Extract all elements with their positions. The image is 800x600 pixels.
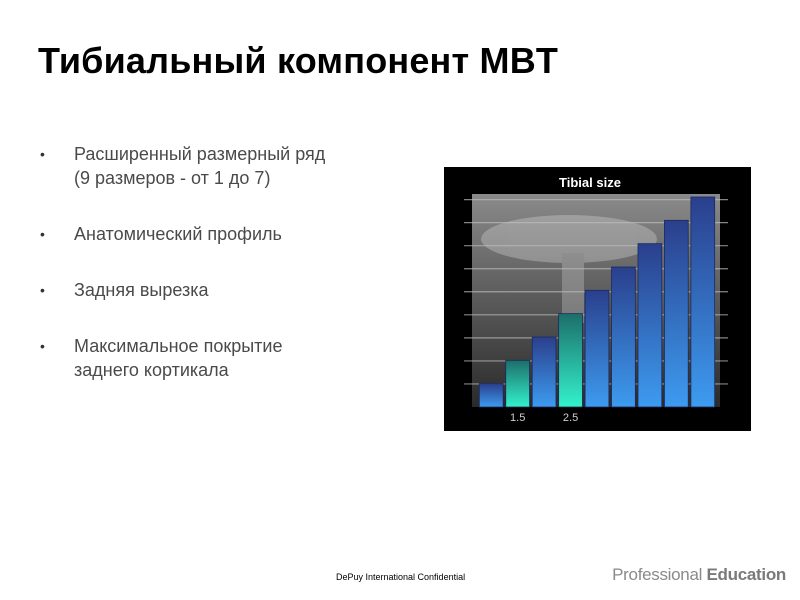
bar-5: [637, 243, 663, 408]
chart-title: Tibial size: [559, 175, 621, 190]
bar-4: [611, 266, 636, 408]
brand-light: Professional: [612, 565, 707, 584]
bullet-text-line: Максимальное покрытие: [74, 336, 283, 356]
x-tick-labels: 1.5 2.5: [510, 412, 578, 424]
bar-1: [478, 383, 504, 408]
bullet-item: • Задняя вырезка: [40, 278, 400, 302]
bullet-dot-icon: •: [40, 226, 45, 242]
bullet-item: • Максимальное покрытие заднего кортикал…: [40, 334, 400, 382]
slide-title: Тибиальный компонент MBT: [38, 40, 559, 81]
bullet-item: • Анатомический профиль: [40, 222, 400, 246]
bullet-item: • Расширенный размерный ряд (9 размеров …: [40, 142, 400, 190]
bullet-text-line: (9 размеров - от 1 до 7): [74, 168, 271, 188]
bullet-dot-icon: •: [40, 338, 45, 354]
bullet-dot-icon: •: [40, 146, 45, 162]
brand-logo: Professional Education: [612, 565, 786, 585]
tibial-size-chart: 1.5 2.5 Tibial size: [444, 167, 751, 431]
bullet-dot-icon: •: [40, 282, 45, 298]
bullet-text-line: Задняя вырезка: [74, 280, 209, 300]
bullet-text-line: заднего кортикала: [74, 360, 229, 380]
x-tick-label: 1.5: [510, 412, 525, 424]
bar-3: [584, 289, 610, 408]
bar-2: [531, 336, 557, 408]
chart-svg: 1.5 2.5 Tibial size: [464, 175, 728, 424]
bullet-list: • Расширенный размерный ряд (9 размеров …: [40, 142, 400, 414]
confidential-label: DePuy International Confidential: [336, 572, 466, 582]
brand-bold: Education: [706, 565, 787, 584]
bar-1.5: [505, 359, 530, 408]
bar-2.5: [558, 313, 583, 408]
bar-6: [664, 219, 689, 408]
bullet-text-line: Анатомический профиль: [74, 224, 282, 244]
bullet-text-line: Расширенный размерный ряд: [74, 144, 326, 164]
bars: [478, 196, 716, 408]
bar-7: [690, 196, 716, 408]
implant-silhouette: [481, 215, 657, 323]
x-tick-label: 2.5: [563, 412, 578, 424]
